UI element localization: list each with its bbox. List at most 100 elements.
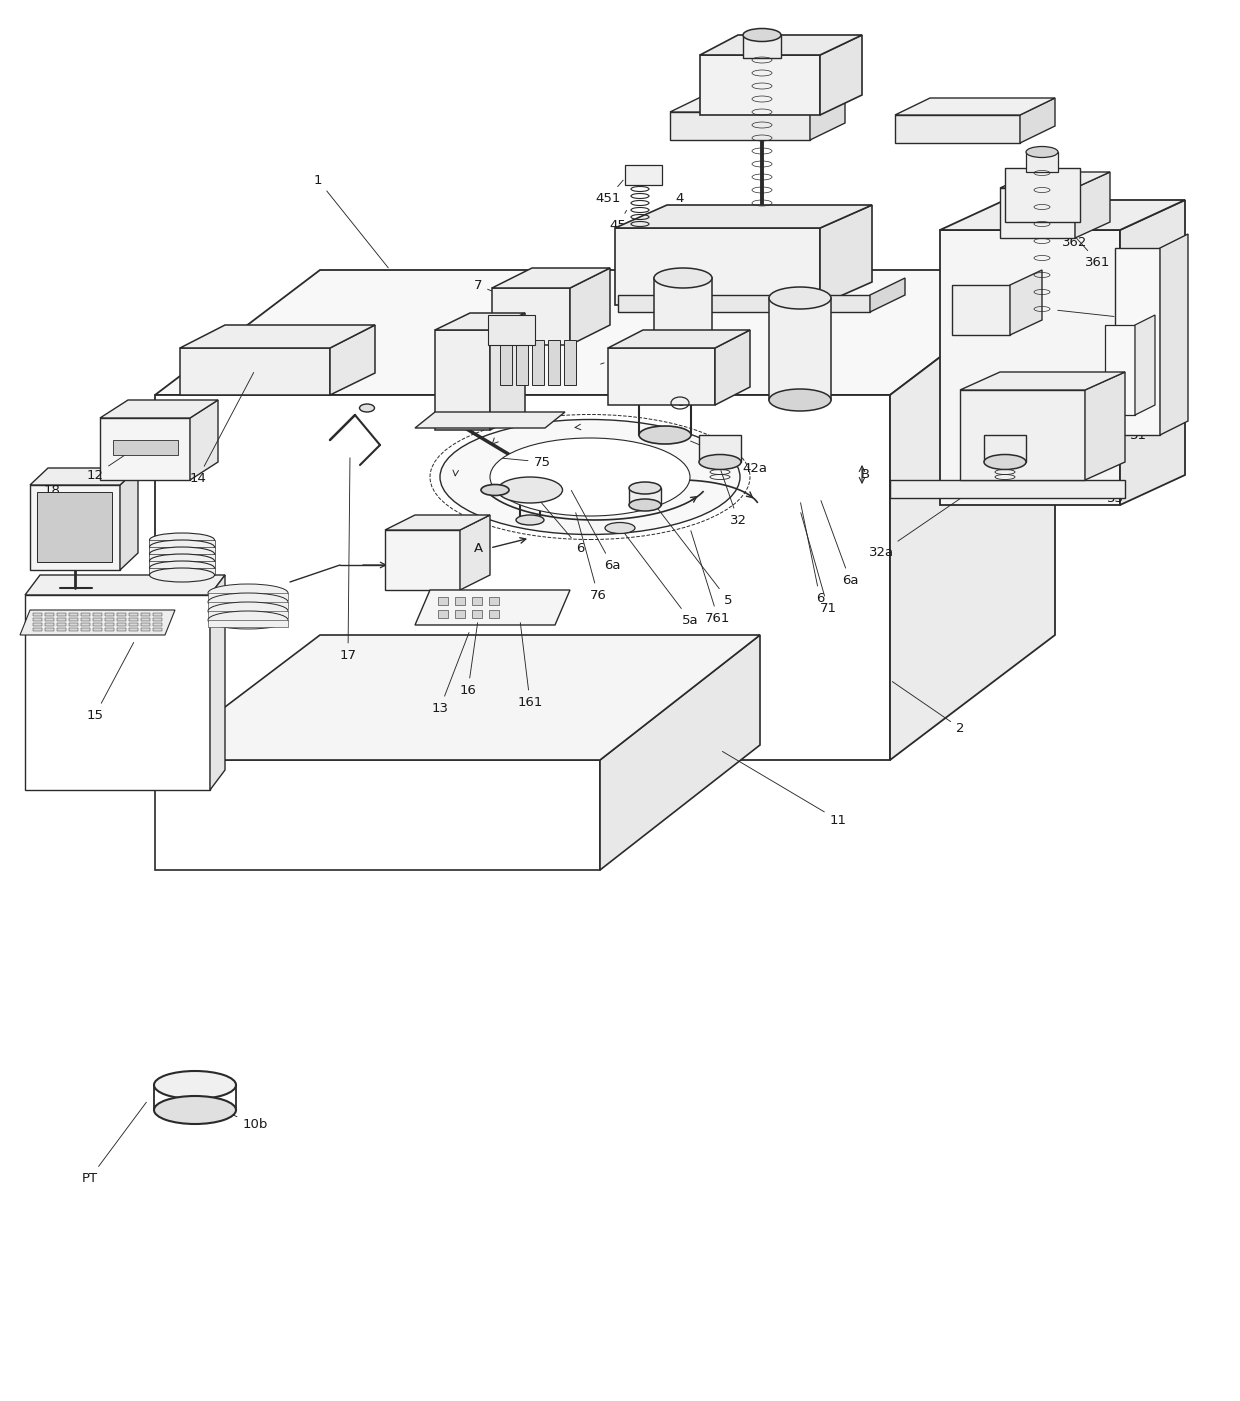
Polygon shape [57,628,66,630]
Polygon shape [415,412,565,427]
Polygon shape [93,614,102,616]
Text: 12: 12 [87,447,138,482]
Polygon shape [489,597,498,605]
Polygon shape [438,597,448,605]
Polygon shape [20,609,175,635]
Polygon shape [208,593,288,600]
Ellipse shape [605,523,635,534]
Text: 34: 34 [1122,371,1157,384]
Text: 461: 461 [768,80,801,98]
Text: 3: 3 [1092,352,1162,389]
Polygon shape [895,98,1055,115]
Text: 17: 17 [340,458,357,661]
Text: 45: 45 [610,210,626,231]
Polygon shape [743,35,781,57]
Ellipse shape [150,539,215,553]
Polygon shape [141,628,150,630]
Ellipse shape [639,426,691,444]
Polygon shape [618,296,870,312]
Polygon shape [670,112,810,140]
Polygon shape [384,530,460,590]
Text: 6: 6 [529,489,584,555]
Text: 73: 73 [600,352,626,364]
Polygon shape [415,590,570,625]
Text: 31: 31 [1068,429,1147,441]
Polygon shape [870,277,905,312]
Polygon shape [33,623,42,626]
Polygon shape [985,434,1025,462]
Polygon shape [117,618,126,621]
Text: 23: 23 [956,105,988,126]
Polygon shape [149,546,215,553]
Text: 75: 75 [502,455,551,468]
Polygon shape [820,35,862,115]
Polygon shape [208,602,288,609]
Text: 18: 18 [43,483,78,509]
Ellipse shape [208,593,288,611]
Polygon shape [625,165,662,185]
Polygon shape [516,340,528,385]
Polygon shape [701,55,820,115]
Polygon shape [117,628,126,630]
Ellipse shape [150,546,215,560]
Polygon shape [105,623,114,626]
Polygon shape [129,628,138,630]
Ellipse shape [150,553,215,567]
Ellipse shape [769,389,831,410]
Text: 4: 4 [676,192,699,238]
Ellipse shape [150,560,215,574]
Text: 731: 731 [515,321,578,335]
Polygon shape [810,95,844,140]
Polygon shape [1115,248,1159,434]
Polygon shape [489,609,498,618]
Polygon shape [1021,98,1055,143]
Text: 36: 36 [1019,172,1040,195]
Polygon shape [141,623,150,626]
Ellipse shape [516,516,544,525]
Polygon shape [155,759,600,870]
Ellipse shape [653,268,712,289]
Text: 43: 43 [786,340,804,359]
Polygon shape [1085,373,1125,481]
Polygon shape [208,611,288,618]
Ellipse shape [490,439,689,516]
Polygon shape [608,331,750,347]
Polygon shape [100,417,190,481]
Polygon shape [769,298,831,401]
Polygon shape [715,331,750,405]
Text: 35: 35 [1122,391,1157,405]
Ellipse shape [497,476,563,503]
Polygon shape [25,595,210,790]
Text: 71: 71 [464,377,496,425]
Polygon shape [1004,168,1080,221]
Text: 761: 761 [691,531,730,625]
Polygon shape [120,468,138,570]
Polygon shape [155,270,1055,395]
Polygon shape [492,268,610,289]
Polygon shape [93,628,102,630]
Text: 14: 14 [190,373,254,485]
Text: 46: 46 [746,66,776,87]
Polygon shape [701,35,862,55]
Polygon shape [105,628,114,630]
Polygon shape [455,609,465,618]
Ellipse shape [150,532,215,546]
Polygon shape [129,614,138,616]
Polygon shape [33,614,42,616]
Text: 33: 33 [1063,490,1123,504]
Polygon shape [489,315,534,345]
Ellipse shape [743,28,781,42]
Polygon shape [30,468,138,485]
Polygon shape [155,395,890,759]
Polygon shape [69,623,78,626]
Polygon shape [69,618,78,621]
Polygon shape [653,277,712,370]
Polygon shape [180,325,374,347]
Polygon shape [615,228,820,305]
Polygon shape [384,516,490,530]
Polygon shape [438,609,448,618]
Polygon shape [435,331,490,430]
Ellipse shape [985,454,1025,469]
Ellipse shape [208,584,288,602]
Polygon shape [208,621,288,628]
